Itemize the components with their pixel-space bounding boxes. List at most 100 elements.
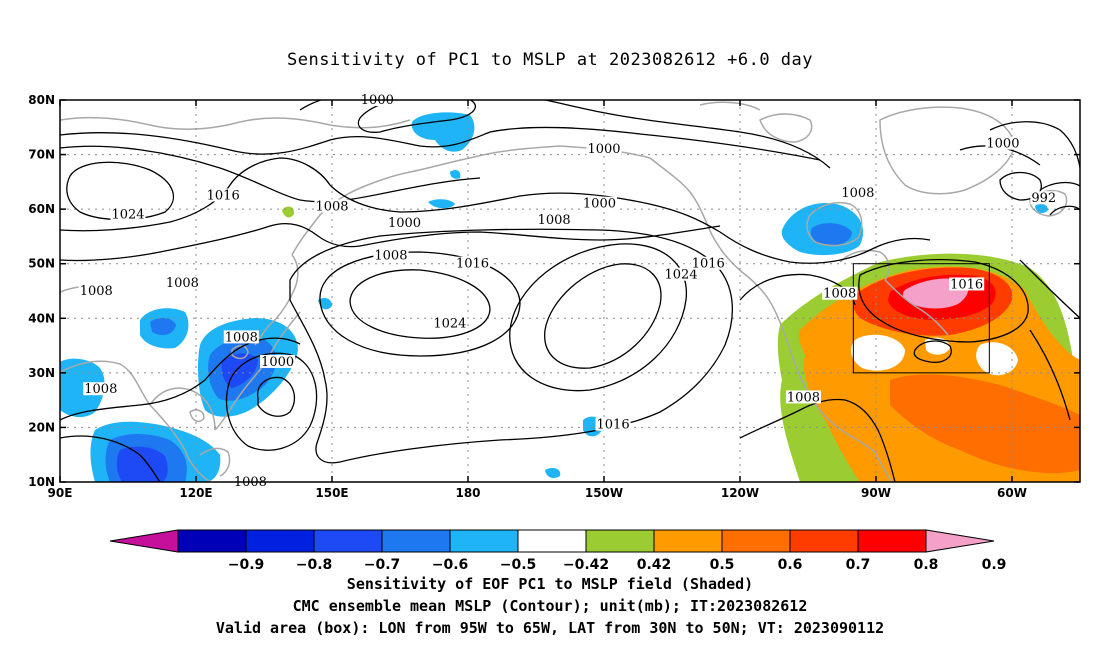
contour-label-background [432,316,468,330]
contour-label-background [205,188,241,202]
neutral-hole [850,334,905,371]
colorbar-segment [449,529,519,553]
negative-area-mid [810,223,852,246]
contour-label: 1000 [261,355,294,370]
contour-label: 1024 [665,268,698,283]
negative-area-light [428,199,455,209]
lat-tick-label: 50N [28,257,55,271]
colorbar-segment [857,529,927,553]
lon-tick-label: 60W [997,486,1027,500]
contour-label-background [840,185,876,199]
colorbar-label: 0.5 [710,557,735,573]
caption-line-3: Valid area (box): LON from 95W to 65W, L… [215,619,885,637]
contour-label-background [78,284,114,297]
contour-label: 1008 [841,186,874,201]
contour-label: 1000 [583,197,616,212]
contour-label-background [985,136,1021,150]
lat-tick-label: 20N [28,420,55,434]
colorbar-segment [381,529,451,553]
colorbar-segment [245,529,315,553]
contour-label-background [663,267,699,281]
map-frame [59,99,1081,483]
positive-area-green [282,206,295,218]
valid-area-box [852,263,990,374]
lat-tick-label: 80N [28,93,55,107]
lon-tick-label: 120W [721,486,759,500]
colorbar-label: −0.5 [500,557,537,573]
lon-tick-label: 90W [861,486,891,500]
colorbar-label: 0.42 [637,557,672,573]
colorbar-segment [653,529,723,553]
colorbar-low-triangle [109,529,179,553]
contour-label-background [164,275,200,289]
contour-label-background [949,277,985,291]
colorbar-label: −0.9 [228,557,265,573]
colorbar-high-triangle [925,529,995,553]
negative-area-light [545,468,561,478]
negative-area-dark [116,446,168,482]
contour-label: 1016 [597,418,630,433]
contour-label-background [822,286,858,300]
positive-area-dark-orange [890,374,1080,474]
plot-title: Sensitivity of PC1 to MSLP at 2023082612… [286,50,813,70]
contour-label-background [581,196,618,210]
contour-label: 1000 [986,137,1019,152]
caption-line-2: CMC ensemble mean MSLP (Contour); unit(m… [292,597,808,615]
contour-label-background [223,330,259,344]
contour-label-background [1030,191,1058,205]
negative-area-light [1035,203,1048,214]
colorbar-label: 0.9 [982,557,1007,573]
contour-label-background [386,215,423,229]
coastlines [60,101,1068,482]
colorbar-segment [789,529,859,553]
contour-label: 1008 [315,199,348,214]
lon-tick-label: 120E [179,486,212,500]
mslp-contours [60,100,1080,482]
colorbar: −0.9 −0.8 −0.7 −0.6 −0.5 −0.42 0.42 0.5 0.6 0.7 0.… [109,529,1007,573]
sensitivity-shading [60,112,1080,482]
contour-label: 992 [1031,191,1056,206]
contour-label: 1008 [80,284,113,299]
lat-tick-label: 70N [28,148,55,162]
contour-label: 1008 [787,390,820,405]
colorbar-segment [313,529,383,553]
contour-label: 1016 [950,277,983,292]
lon-tick-label: 150W [585,486,623,500]
colorbar-segment [517,529,587,553]
negative-area-mid [150,317,176,336]
contour-label-background [373,248,409,262]
contour-label: 1000 [388,216,421,231]
graticule-grid [60,100,1080,482]
colorbar-label: −0.6 [432,557,469,573]
negative-area-light [60,358,105,418]
contour-label-background [83,382,119,396]
colorbar-segment [177,529,247,553]
caption-line-1: Sensitivity of EOF PC1 to MSLP field (Sh… [346,575,754,593]
contour-label: 1016 [456,257,489,272]
lon-tick-label: 90E [48,486,73,500]
contour-label-background [110,207,146,221]
contour-label-background [785,390,822,404]
colorbar-segment [585,529,655,553]
contour-label-background [595,417,631,431]
colorbar-label: −0.7 [364,557,401,573]
contour-label: 1016 [692,257,725,272]
contour-label: 1008 [84,382,117,397]
lon-tick-label: 150E [315,486,348,500]
colorbar-label: 0.6 [778,557,803,573]
contour-label-background [690,256,726,270]
contour-label-background [586,142,622,156]
contour-label: 1008 [225,330,258,345]
colorbar-segment [721,529,791,553]
negative-area-light [450,170,461,179]
contour-label: 1008 [538,213,571,228]
contour-label: 1016 [207,189,240,204]
lat-tick-label: 10N [28,475,55,489]
contour-label-background [454,256,491,270]
negative-area-light [411,112,475,152]
lat-tick-label: 40N [28,311,55,325]
contour-label: 1024 [433,317,466,332]
lat-tick-label: 30N [28,366,55,380]
contour-label: 1008 [823,287,856,302]
